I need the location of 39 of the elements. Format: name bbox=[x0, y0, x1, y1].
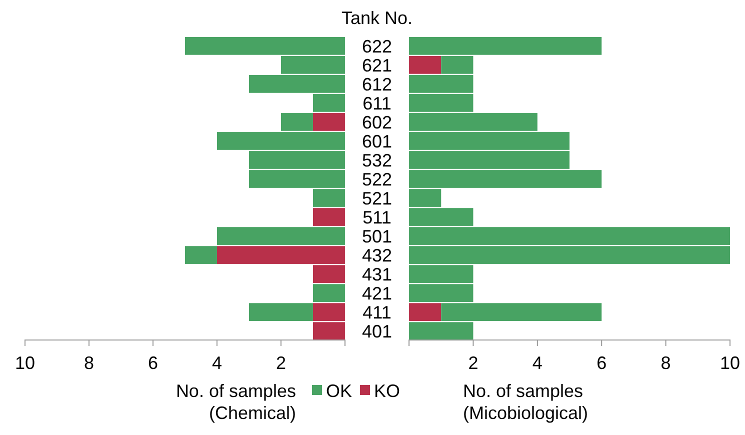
bar bbox=[409, 303, 442, 321]
y-tick-label: 522 bbox=[362, 169, 392, 190]
x-tick-label: 10 bbox=[14, 352, 36, 373]
y-tick-label: 612 bbox=[362, 74, 392, 94]
bar bbox=[409, 56, 442, 74]
chart-title: Tank No. bbox=[341, 8, 413, 28]
x-axis-title: No. of samples (Micobiological) bbox=[463, 381, 588, 423]
y-tick-label: 432 bbox=[362, 246, 392, 266]
y-tick-label: 532 bbox=[362, 150, 392, 170]
x-tick-label: 8 bbox=[84, 352, 94, 373]
x-tick-label: 8 bbox=[660, 352, 671, 373]
y-tick-label: 521 bbox=[362, 188, 392, 208]
bar bbox=[184, 246, 217, 264]
x-tick-label: 6 bbox=[596, 352, 607, 373]
bar bbox=[312, 208, 345, 226]
y-tick-label: 621 bbox=[362, 55, 392, 76]
y-tick-label: 601 bbox=[362, 131, 392, 152]
x-tick-label: 2 bbox=[468, 352, 478, 373]
y-tick-label: 602 bbox=[362, 112, 392, 132]
x-tick-label: 10 bbox=[720, 352, 740, 373]
y-tick-label: 611 bbox=[362, 93, 392, 114]
x-tick-label: 4 bbox=[212, 352, 222, 373]
y-tick-label: 501 bbox=[362, 226, 392, 246]
y-tick-label: 511 bbox=[362, 207, 392, 228]
legend-label: KO bbox=[374, 381, 400, 401]
bar bbox=[312, 113, 345, 131]
y-tick-label: 431 bbox=[362, 264, 392, 285]
y-tick-label: 622 bbox=[362, 36, 392, 56]
y-tick-label: 421 bbox=[362, 284, 392, 304]
x-axis-title: No. of samples (Chemical) bbox=[176, 381, 296, 423]
legend-label: OK bbox=[326, 381, 352, 401]
x-tick-label: 2 bbox=[276, 352, 286, 373]
x-tick-label: 4 bbox=[532, 352, 542, 373]
bar bbox=[216, 227, 345, 245]
bar bbox=[312, 284, 345, 302]
y-tick-label: 411 bbox=[362, 302, 392, 323]
x-tick-label: 6 bbox=[148, 352, 158, 373]
y-tick-label: 401 bbox=[362, 322, 392, 342]
bar bbox=[248, 303, 313, 321]
